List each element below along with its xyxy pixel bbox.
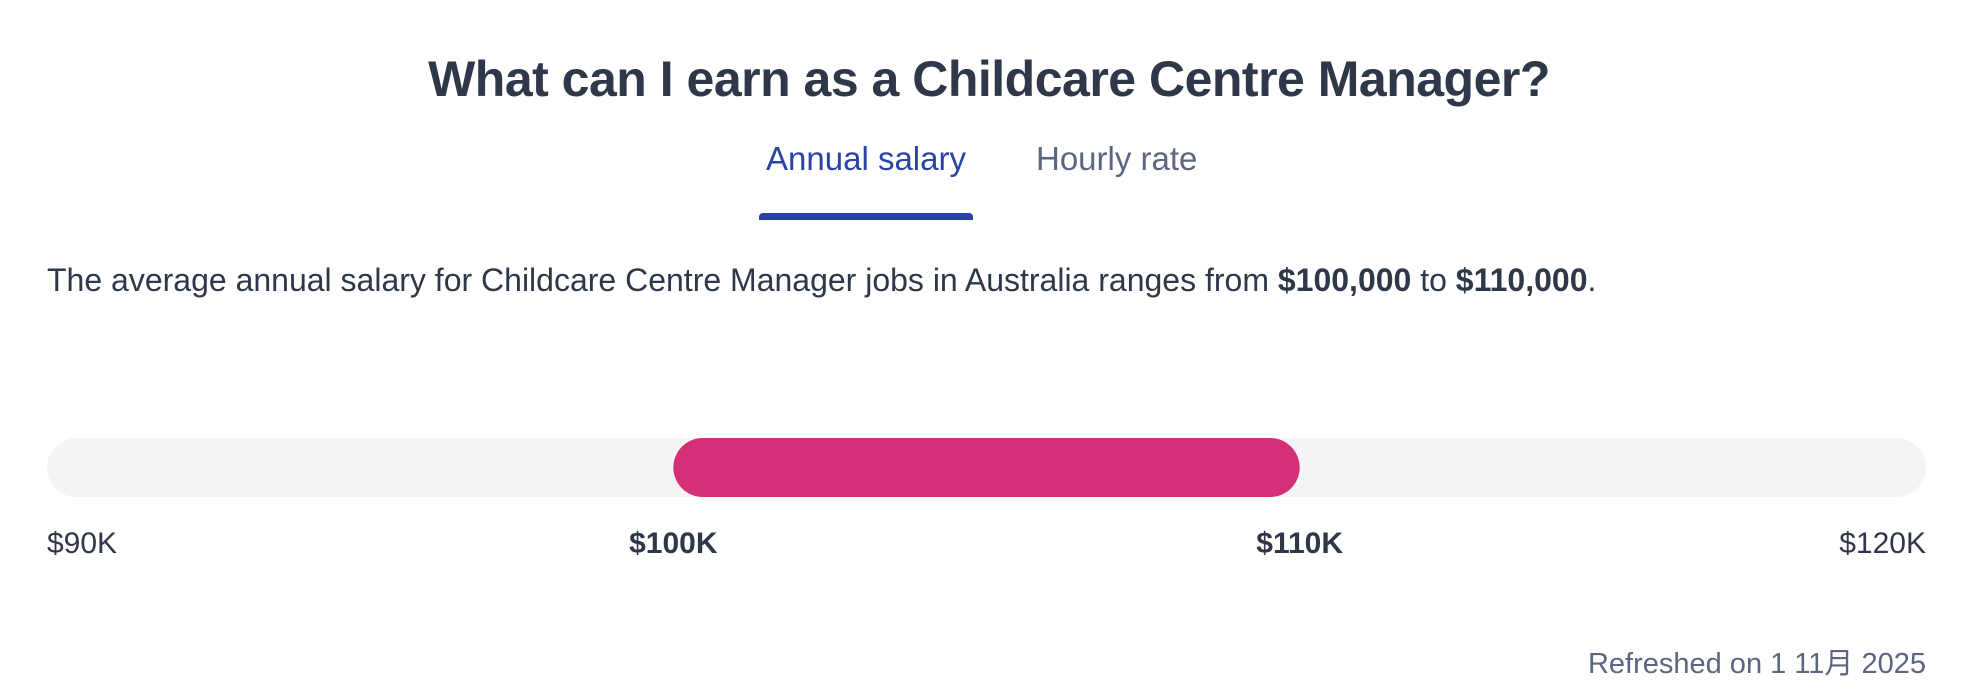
summary-low: $100,000 <box>1277 262 1412 298</box>
page-title: What can I earn as a Childcare Centre Ma… <box>428 51 1550 107</box>
tick-label: $90K <box>47 527 117 560</box>
salary-summary: The average annual salary for Childcare … <box>47 262 1596 299</box>
salary-range-bar <box>673 438 1300 497</box>
salary-range-chart: $90K $100K $110K $120K <box>47 438 1926 560</box>
tab-hourly-rate[interactable]: Hourly rate <box>1036 140 1198 177</box>
summary-suffix: . <box>1587 262 1597 298</box>
active-tab-indicator <box>759 213 973 220</box>
tick-label: $120K <box>1839 527 1926 560</box>
summary-middle: to <box>1411 262 1456 298</box>
refreshed-date: Refreshed on 1 11月 2025 <box>1587 648 1926 680</box>
tick-label: $110K <box>1256 527 1343 560</box>
tab-annual-salary[interactable]: Annual salary <box>766 140 966 177</box>
summary-prefix: The average annual salary for Childcare … <box>47 262 1278 298</box>
summary-high: $110,000 <box>1455 262 1588 298</box>
tick-label: $100K <box>629 527 718 560</box>
